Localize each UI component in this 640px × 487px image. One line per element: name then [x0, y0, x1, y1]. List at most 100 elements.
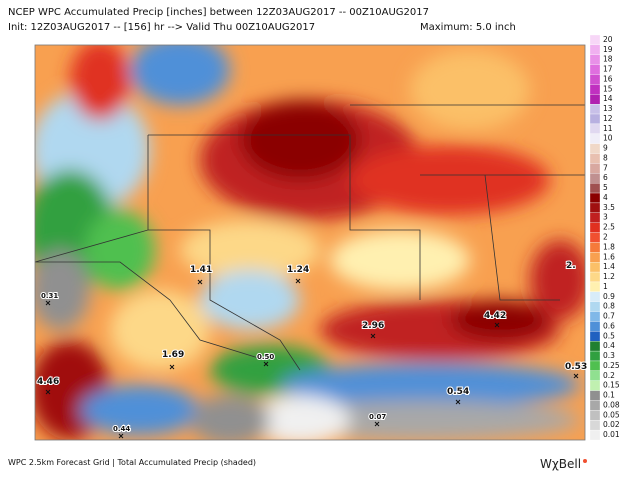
legend-label: 0.05	[603, 410, 620, 419]
logo: WχBell	[540, 457, 581, 471]
point-label: 1.69	[162, 350, 184, 360]
point-label: 2.	[566, 261, 576, 271]
legend-swatch	[589, 34, 601, 46]
point-label: 0.53	[565, 362, 587, 372]
header-line1: NCEP WPC Accumulated Precip [inches] bet…	[8, 7, 429, 18]
legend-label: 18	[603, 55, 613, 64]
header-line2: Init: 12Z03AUG2017 -- [156] hr --> Valid…	[8, 22, 315, 33]
legend-swatch	[589, 370, 601, 381]
legend-swatch	[589, 133, 601, 144]
legend-swatch	[589, 262, 601, 273]
legend-swatch	[589, 123, 601, 134]
legend-swatch	[589, 232, 601, 243]
legend-swatch	[589, 183, 601, 194]
legend-swatch	[589, 281, 601, 292]
legend-label: 0.1	[603, 391, 615, 400]
legend-label: 13	[603, 104, 613, 113]
legend-label: 0.6	[603, 321, 615, 330]
legend-swatch	[589, 153, 601, 164]
legend-swatch	[589, 321, 601, 332]
point-label: 2.96	[362, 321, 384, 331]
legend-label: 3.5	[603, 203, 615, 212]
legend-label: 0.7	[603, 312, 615, 321]
legend-label: 10	[603, 134, 613, 143]
legend-label: 0.5	[603, 331, 615, 340]
legend-label: 0.15	[603, 381, 620, 390]
legend-swatch	[589, 222, 601, 233]
legend-swatch	[589, 54, 601, 65]
legend-label: 0.2	[603, 371, 615, 380]
legend-label: 0.25	[603, 361, 620, 370]
point-label: 0.54	[447, 387, 469, 397]
legend-swatch	[589, 103, 601, 115]
legend-label: 16	[603, 74, 613, 83]
legend-label: 6	[603, 173, 608, 182]
borders	[35, 104, 585, 371]
legend-swatch	[589, 301, 601, 312]
precip-map	[35, 45, 585, 440]
legend-label: 0.3	[603, 351, 615, 360]
legend-label: 0.8	[603, 302, 615, 311]
point-label: 0.07	[369, 413, 386, 421]
legend-label: 1.4	[603, 262, 615, 271]
legend-label: 3	[603, 213, 608, 222]
legend-label: 7	[603, 163, 608, 172]
color-legend: 20191817161514131211109876543.532.521.81…	[589, 34, 620, 441]
legend-swatch	[589, 192, 601, 204]
legend-swatch	[589, 410, 601, 421]
legend-swatch	[589, 420, 601, 431]
point-label: 4.42	[484, 311, 506, 321]
legend-label: 1.6	[603, 252, 615, 261]
legend-swatch	[589, 202, 601, 213]
point-markers	[45, 278, 579, 439]
legend-swatch	[589, 74, 601, 85]
legend-label: 14	[603, 94, 613, 103]
point-label: 1.41	[190, 265, 212, 275]
logo-dot	[583, 459, 587, 463]
legend-label: 1.2	[603, 272, 615, 281]
legend-label: 0.4	[603, 341, 615, 350]
legend-label: 2	[603, 233, 608, 242]
legend-swatch	[589, 163, 601, 174]
legend-swatch	[589, 271, 601, 283]
legend-swatch	[589, 291, 601, 302]
legend-label: 20	[603, 35, 613, 44]
legend-label: 11	[603, 124, 613, 133]
point-label: 0.50	[257, 353, 274, 361]
legend-label: 8	[603, 153, 608, 162]
legend-swatch	[589, 212, 601, 223]
legend-swatch	[589, 143, 601, 154]
legend-label: 0.9	[603, 292, 615, 301]
legend-label: 4	[603, 193, 608, 202]
legend-swatch	[589, 350, 601, 362]
legend-swatch	[589, 44, 601, 55]
legend-label: 5	[603, 183, 608, 192]
legend-swatch	[589, 311, 601, 322]
point-label: 0.44	[113, 425, 130, 433]
legend-label: 9	[603, 144, 608, 153]
legend-swatch	[589, 113, 601, 125]
legend-label: 0.01	[603, 430, 620, 439]
point-label: 0.31	[41, 292, 58, 300]
legend-label: 1	[603, 282, 608, 291]
legend-label: 0.02	[603, 420, 620, 429]
legend-label: 15	[603, 84, 613, 93]
legend-swatch	[589, 400, 601, 411]
legend-swatch	[589, 173, 601, 184]
legend-swatch	[589, 64, 601, 75]
legend-label: 0.08	[603, 400, 620, 409]
legend-swatch	[589, 242, 601, 253]
legend-swatch	[589, 94, 601, 105]
legend-swatch	[589, 380, 601, 391]
header-maximum: Maximum: 5.0 inch	[420, 22, 516, 33]
point-label: 4.46	[37, 377, 59, 387]
footer-text: WPC 2.5km Forecast Grid | Total Accumula…	[8, 458, 256, 467]
legend-swatch	[589, 84, 601, 95]
legend-swatch	[589, 390, 601, 401]
legend-label: 19	[603, 45, 613, 54]
legend-swatch	[589, 252, 601, 263]
legend-swatch	[589, 331, 601, 342]
legend-label: 2.5	[603, 223, 615, 232]
legend-label: 12	[603, 114, 613, 123]
